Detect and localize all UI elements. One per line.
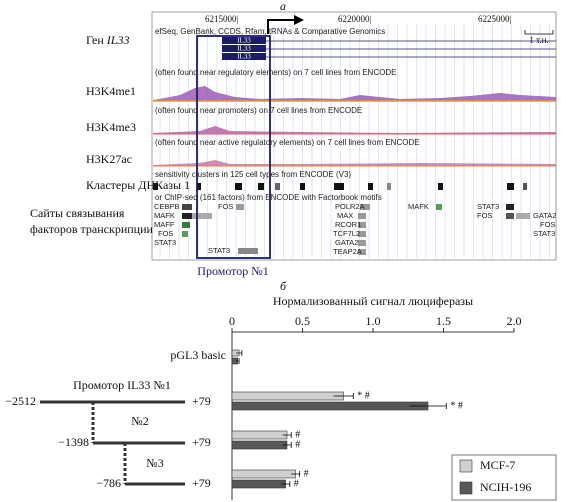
x-tick-label: 1.5 [436, 314, 451, 328]
track-label: факторов транскрипции [30, 222, 154, 236]
isoform-label: IL33 [237, 53, 251, 61]
tf-label: GATA2 [335, 238, 358, 247]
significance: # [304, 468, 309, 479]
error-bar [281, 481, 291, 487]
construct-start: −2512 [5, 394, 36, 408]
error-bar [291, 471, 301, 477]
tf-label: STAT3 [477, 202, 499, 211]
construct-end: +79 [192, 394, 211, 408]
tf-label: MAX [337, 211, 353, 220]
tf-label: STAT3 [208, 246, 230, 255]
tf-label: FOS [477, 211, 492, 220]
isoform-label: IL33 [237, 45, 251, 53]
category-label: Промотор IL33 №1 [73, 378, 171, 392]
tf-label: MAFK [408, 202, 429, 211]
bar [231, 440, 288, 450]
significance: # [294, 478, 299, 489]
tf-label: RCOR1 [335, 220, 361, 229]
track-text: (often found near regulatory elements) o… [155, 68, 396, 77]
track-text: efSeq, GenBank, CCDS, Rfam, tRNAs & Comp… [155, 27, 385, 36]
track-text: sensitivity clusters in 125 cell types f… [155, 170, 351, 179]
construct-diagram [40, 400, 185, 486]
bar [231, 430, 288, 440]
legend-label: NCIH-196 [480, 480, 531, 494]
track-label: H3K27ac [86, 152, 132, 166]
track-text: (often found near active regulatory elem… [155, 138, 420, 147]
x-tick-label: 2.0 [507, 314, 522, 328]
browser-grid [159, 24, 550, 258]
track-label: Кластеры ДНКазы 1 [86, 178, 190, 192]
tf-label: STAT3 [533, 229, 555, 238]
coordinate: 6215000| [205, 14, 239, 24]
tf-label: FOS [540, 220, 555, 229]
category-label: pGL3 basic [170, 348, 226, 362]
tf-label: CEBPB [154, 202, 179, 211]
track-label: Сайты связывания [30, 206, 125, 220]
construct-end: +79 [192, 435, 211, 449]
tf-label: FOS [158, 229, 173, 238]
bar [231, 401, 429, 411]
gene-label: Ген IL33 [86, 33, 129, 47]
error-bar [333, 393, 354, 399]
error-bar [236, 350, 243, 356]
promoter-box [196, 35, 271, 259]
error-bar [409, 403, 447, 409]
construct-end: +79 [192, 476, 211, 490]
error-bar [282, 442, 292, 448]
legend-swatch [459, 481, 473, 495]
x-tick-label: 1.0 [366, 314, 381, 328]
gene-name: IL33 [106, 33, 130, 47]
tf-label: MAFK [154, 211, 175, 220]
tf-label: TEAP2A [333, 247, 362, 256]
isoform-label: IL33 [237, 37, 251, 45]
tf-label: POLR2A [335, 202, 365, 211]
track-text: (often found near promoters) on 7 cell l… [155, 106, 362, 115]
browser-frame [151, 11, 557, 261]
track-label: H3K4me3 [86, 120, 136, 134]
construct-start: −786 [96, 476, 121, 490]
construct-start: −1398 [58, 435, 89, 449]
panel-label: б [280, 279, 287, 293]
track-text: or ChIP-seq (161 factors) from ENCODE wi… [155, 193, 382, 202]
tf-boxes [182, 204, 530, 255]
x-tick-label: 0.5 [295, 314, 310, 328]
gene-prefix: Ген [86, 33, 104, 47]
significance: # [295, 429, 300, 440]
category-label: №3 [146, 456, 163, 470]
category-label: №2 [131, 414, 148, 428]
legend-swatch [459, 459, 473, 473]
promoter-label: Промотор №1 [197, 264, 268, 278]
coordinate: 6225000| [478, 14, 512, 24]
tf-label: MAFF [154, 220, 175, 229]
bar [231, 469, 296, 479]
significance: * # [450, 400, 463, 411]
x-tick-label: 0 [229, 314, 235, 328]
tf-label: TCF7L2 [333, 229, 360, 238]
scale-label: 1 т.н. [529, 35, 548, 45]
tf-label: FOS [218, 202, 233, 211]
error-bar [236, 358, 240, 364]
tf-label: GATA2 [533, 211, 556, 220]
error-bar [282, 432, 292, 438]
tf-label: STAT3 [154, 238, 176, 247]
significance: * # [357, 390, 370, 401]
significance: # [295, 439, 300, 450]
axis-title: Нормализованный сигнал люциферазы [273, 294, 473, 308]
signal-tracks [153, 86, 556, 167]
track-label: H3K4me1 [86, 84, 136, 98]
panel-label: а [280, 0, 286, 13]
legend-label: MCF-7 [480, 458, 515, 472]
dnase-clusters [153, 183, 527, 190]
gene-models [222, 15, 556, 60]
bar [231, 391, 344, 401]
bar [231, 479, 286, 489]
coordinate: 6220000| [338, 14, 372, 24]
